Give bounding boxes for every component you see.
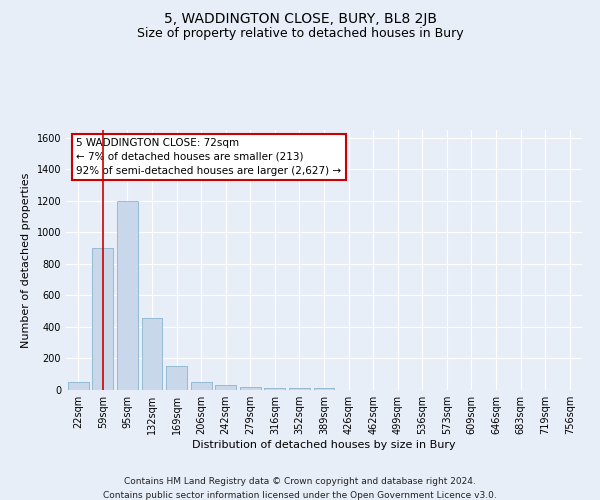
Text: Contains HM Land Registry data © Crown copyright and database right 2024.: Contains HM Land Registry data © Crown c… — [124, 478, 476, 486]
Y-axis label: Number of detached properties: Number of detached properties — [21, 172, 31, 348]
Bar — [265, 388, 286, 390]
Text: Contains public sector information licensed under the Open Government Licence v3: Contains public sector information licen… — [103, 491, 497, 500]
Bar — [289, 388, 310, 390]
Bar — [191, 382, 212, 390]
Bar — [68, 382, 89, 390]
Text: Size of property relative to detached houses in Bury: Size of property relative to detached ho… — [137, 28, 463, 40]
Text: 5 WADDINGTON CLOSE: 72sqm
← 7% of detached houses are smaller (213)
92% of semi-: 5 WADDINGTON CLOSE: 72sqm ← 7% of detach… — [76, 138, 341, 176]
Bar — [92, 248, 113, 390]
Bar — [314, 388, 334, 390]
Bar — [215, 386, 236, 390]
Bar — [240, 387, 261, 390]
X-axis label: Distribution of detached houses by size in Bury: Distribution of detached houses by size … — [192, 440, 456, 450]
Bar — [166, 366, 187, 390]
Bar — [117, 201, 138, 390]
Text: 5, WADDINGTON CLOSE, BURY, BL8 2JB: 5, WADDINGTON CLOSE, BURY, BL8 2JB — [163, 12, 437, 26]
Bar — [142, 318, 163, 390]
